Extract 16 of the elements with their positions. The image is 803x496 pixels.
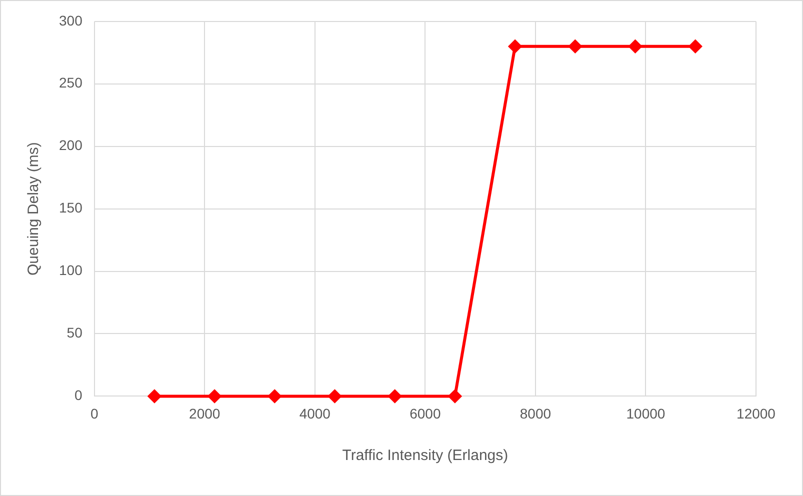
x-tick-label: 2000 <box>189 405 220 422</box>
x-tick-label: 10000 <box>626 405 666 422</box>
y-tick-label: 250 <box>59 74 83 91</box>
y-tick-label: 300 <box>59 12 83 28</box>
y-tick-label: 50 <box>66 324 83 341</box>
y-tick-label: 100 <box>59 262 83 278</box>
x-tick-label: 4000 <box>299 405 331 422</box>
y-tick-label: 200 <box>59 137 83 154</box>
x-tick-label: 8000 <box>520 405 552 422</box>
x-tick-label: 12000 <box>736 405 776 422</box>
x-tick-label: 6000 <box>410 405 441 422</box>
x-tick-label: 0 <box>90 405 98 422</box>
y-tick-label: 0 <box>74 387 83 404</box>
x-axis-title: Traffic Intensity (Erlangs) <box>342 447 508 464</box>
y-axis-title: Queuing Delay (ms) <box>25 142 42 276</box>
y-tick-label: 150 <box>59 200 83 216</box>
